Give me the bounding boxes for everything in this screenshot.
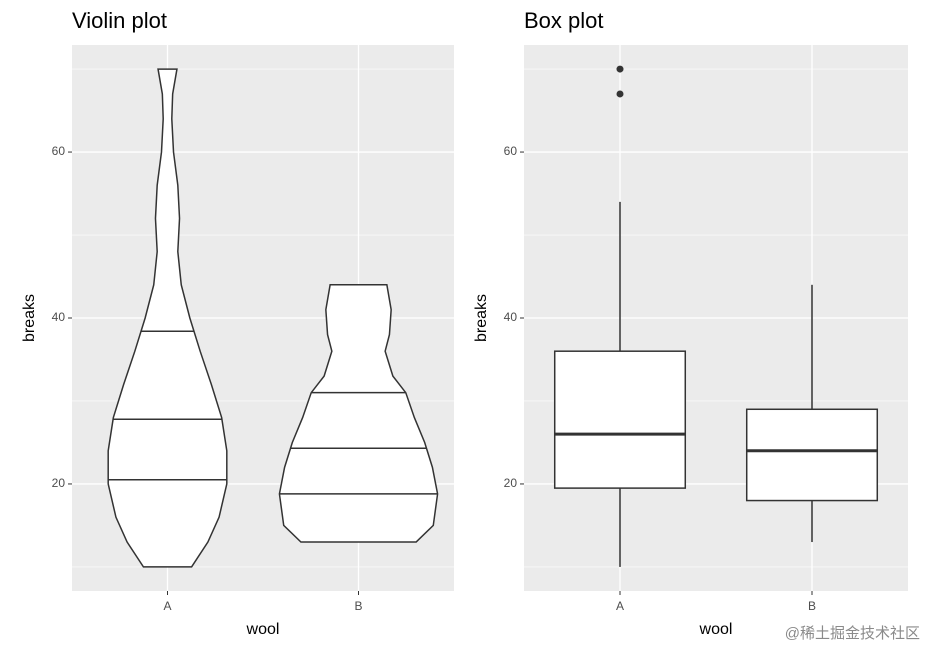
y-axis-label: breaks (473, 294, 490, 342)
y-tick-label: 20 (504, 476, 518, 490)
x-tick-label: A (616, 599, 624, 613)
box (745, 408, 879, 502)
y-tick-label: 40 (52, 310, 66, 324)
x-axis-label: wool (246, 621, 280, 638)
y-tick-label: 60 (504, 144, 518, 158)
y-tick-label: 40 (504, 310, 518, 324)
violin (107, 68, 228, 568)
x-tick-label: B (354, 599, 362, 613)
watermark: @稀土掘金技术社区 (785, 625, 920, 642)
y-axis-label: breaks (21, 294, 38, 342)
outlier (616, 65, 624, 73)
chart-title: Violin plot (72, 8, 167, 33)
x-tick-label: B (808, 599, 816, 613)
x-axis-label: wool (699, 621, 733, 638)
x-tick-label: A (163, 599, 171, 613)
y-tick-label: 20 (52, 476, 66, 490)
box (553, 350, 687, 489)
violin (278, 284, 439, 543)
outlier (616, 90, 624, 98)
chart-title: Box plot (524, 8, 604, 33)
y-tick-label: 60 (52, 144, 66, 158)
